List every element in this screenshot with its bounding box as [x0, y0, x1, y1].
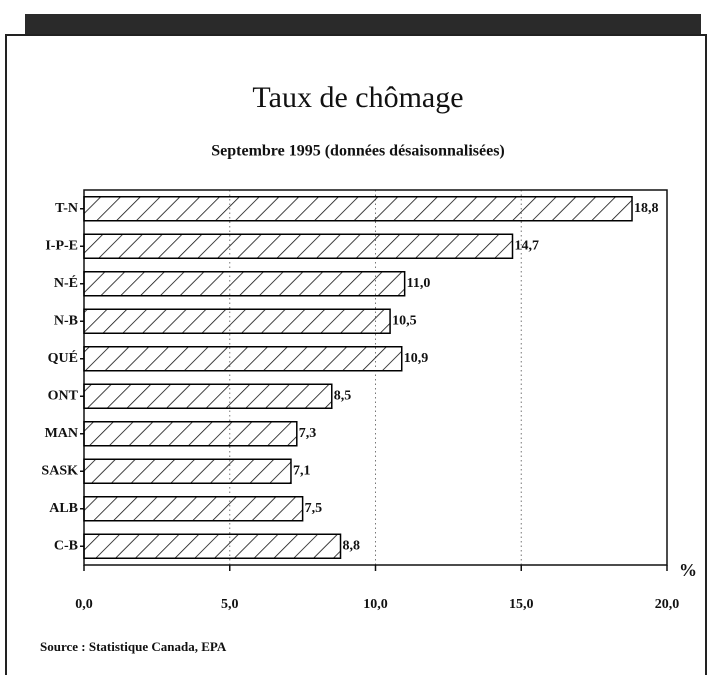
y-tick-label: C-B — [54, 538, 78, 553]
value-label: 8,8 — [343, 538, 361, 553]
bar — [83, 383, 333, 409]
x-tick-label: 20,0 — [655, 597, 680, 612]
value-label: 14,7 — [515, 238, 540, 253]
value-label: 11,0 — [407, 276, 431, 291]
value-label: 7,3 — [299, 426, 317, 441]
x-tick-label: 5,0 — [221, 597, 239, 612]
y-tick-label: N-B — [54, 313, 78, 328]
y-tick-label: T-N — [55, 201, 78, 216]
x-tick-label: 10,0 — [363, 597, 388, 612]
x-tick-label: 15,0 — [509, 597, 534, 612]
chart-title: Taux de chômage — [252, 81, 463, 114]
plot-frame — [83, 189, 668, 566]
y-tick-label: ONT — [48, 388, 79, 403]
bar — [83, 458, 292, 484]
y-tick-label: QUÉ — [48, 349, 78, 366]
bar — [83, 196, 633, 222]
bar — [83, 271, 406, 297]
value-label: 7,5 — [305, 501, 323, 516]
bar — [83, 421, 298, 447]
value-label: 10,5 — [392, 313, 417, 328]
axis-unit: % — [679, 560, 697, 580]
value-label: 18,8 — [634, 201, 659, 216]
y-tick-label: ALB — [49, 501, 78, 516]
y-tick-label: MAN — [45, 426, 78, 441]
bar — [83, 496, 304, 522]
y-tick-label: I-P-E — [45, 238, 78, 253]
bar — [83, 233, 514, 259]
value-label: 7,1 — [293, 463, 311, 478]
chart-subtitle: Septembre 1995 (données désaisonnalisées… — [211, 143, 505, 160]
y-tick-label: N-É — [54, 274, 78, 291]
bar — [83, 533, 342, 559]
value-label: 10,9 — [404, 351, 429, 366]
source: Source : Statistique Canada, EPA — [40, 639, 227, 654]
frame — [5, 34, 707, 675]
value-label: 8,5 — [334, 388, 352, 403]
x-tick-label: 0,0 — [75, 597, 93, 612]
bar — [83, 308, 391, 334]
y-tick-label: SASK — [41, 463, 78, 478]
top-band — [25, 14, 701, 36]
bar — [83, 346, 403, 372]
